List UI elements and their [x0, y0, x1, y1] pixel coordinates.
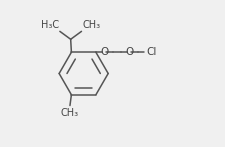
Text: O: O	[125, 47, 133, 57]
Text: Cl: Cl	[147, 47, 157, 57]
Text: CH₃: CH₃	[82, 20, 100, 30]
Text: H₃C: H₃C	[41, 20, 59, 30]
Text: CH₃: CH₃	[61, 108, 79, 118]
Text: O: O	[100, 47, 108, 57]
